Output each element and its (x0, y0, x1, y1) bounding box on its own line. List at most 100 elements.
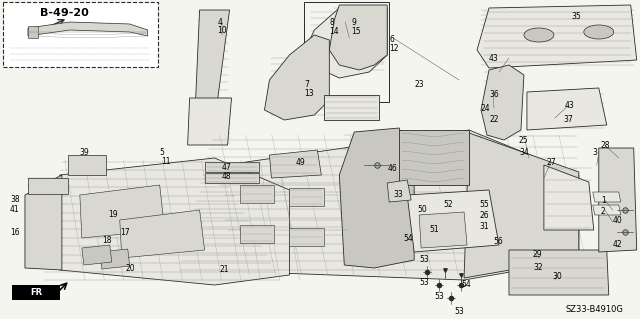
Polygon shape (28, 22, 148, 36)
Text: 48: 48 (221, 172, 231, 181)
Bar (3, 2, 157, 67)
Polygon shape (28, 26, 38, 38)
Text: 54: 54 (461, 280, 471, 289)
Text: 31: 31 (479, 222, 489, 231)
Text: 40: 40 (612, 216, 623, 225)
Bar (239, 185, 275, 203)
Ellipse shape (584, 25, 614, 39)
Ellipse shape (524, 28, 554, 42)
Text: B-49-20: B-49-20 (40, 8, 89, 18)
Polygon shape (269, 150, 321, 178)
Text: 26: 26 (479, 211, 489, 220)
Text: 22: 22 (489, 115, 499, 124)
Polygon shape (159, 130, 579, 280)
Text: 53: 53 (419, 255, 429, 264)
Text: 42: 42 (612, 240, 622, 249)
Polygon shape (527, 88, 607, 130)
Bar (205, 162, 259, 172)
Polygon shape (188, 98, 232, 145)
Text: 53: 53 (434, 292, 444, 301)
Polygon shape (307, 8, 387, 78)
Polygon shape (407, 190, 499, 252)
Text: 46: 46 (387, 164, 397, 173)
Bar (289, 228, 324, 246)
Text: 16: 16 (10, 228, 20, 237)
Polygon shape (264, 35, 330, 120)
Text: 51: 51 (429, 225, 439, 234)
Text: 43: 43 (565, 101, 575, 110)
Text: 15: 15 (351, 27, 361, 36)
Polygon shape (593, 192, 621, 202)
Text: 5: 5 (159, 148, 164, 157)
Text: 10: 10 (218, 26, 227, 35)
Text: 47: 47 (221, 163, 231, 172)
Text: 53: 53 (454, 307, 464, 316)
Polygon shape (477, 5, 637, 68)
Text: 11: 11 (162, 157, 171, 166)
Text: 7: 7 (305, 80, 309, 89)
Text: 54: 54 (403, 234, 413, 243)
Polygon shape (544, 165, 594, 230)
Bar (239, 225, 275, 243)
Bar (305, 2, 389, 102)
Text: 14: 14 (330, 27, 339, 36)
Text: 8: 8 (330, 18, 334, 27)
Text: 6: 6 (389, 35, 394, 44)
Polygon shape (509, 250, 609, 295)
Text: 53: 53 (419, 278, 429, 287)
Polygon shape (481, 65, 524, 140)
Text: 38: 38 (10, 195, 20, 204)
Text: 55: 55 (479, 200, 489, 209)
Text: 18: 18 (102, 236, 111, 245)
Text: 50: 50 (417, 205, 427, 214)
Text: 41: 41 (10, 205, 20, 214)
Text: 9: 9 (351, 18, 356, 27)
Text: 17: 17 (120, 228, 129, 237)
Text: 2: 2 (601, 207, 605, 216)
Polygon shape (599, 148, 637, 252)
Text: 19: 19 (108, 210, 117, 219)
Polygon shape (196, 10, 230, 100)
Text: 23: 23 (414, 80, 424, 89)
Polygon shape (25, 175, 62, 270)
Text: 29: 29 (533, 250, 543, 259)
Text: 25: 25 (519, 136, 529, 145)
Text: 12: 12 (389, 44, 399, 53)
Text: 28: 28 (601, 141, 611, 150)
Text: 34: 34 (519, 148, 529, 157)
Text: 24: 24 (480, 104, 490, 113)
Text: 3: 3 (593, 148, 598, 157)
Polygon shape (120, 210, 205, 258)
Text: 43: 43 (489, 54, 499, 63)
Polygon shape (324, 95, 380, 120)
Polygon shape (80, 185, 164, 238)
Text: 27: 27 (547, 158, 557, 167)
Bar (205, 173, 259, 183)
Text: 32: 32 (533, 263, 543, 272)
Polygon shape (38, 158, 289, 285)
Polygon shape (82, 245, 112, 265)
Text: 36: 36 (489, 90, 499, 99)
Polygon shape (100, 249, 130, 269)
Polygon shape (464, 133, 579, 278)
Bar (289, 188, 324, 206)
Bar (68, 155, 106, 175)
Text: 39: 39 (80, 148, 90, 157)
Polygon shape (339, 128, 414, 268)
Text: 13: 13 (305, 89, 314, 98)
Text: 49: 49 (296, 158, 305, 167)
Polygon shape (399, 130, 469, 185)
Text: 33: 33 (393, 190, 403, 199)
Text: 4: 4 (218, 18, 223, 27)
Polygon shape (593, 205, 621, 215)
Text: 56: 56 (493, 237, 503, 246)
Polygon shape (387, 180, 411, 202)
Text: 37: 37 (564, 115, 573, 124)
Polygon shape (12, 285, 60, 300)
Text: 52: 52 (443, 200, 452, 209)
Polygon shape (330, 5, 387, 70)
Bar (28, 178, 68, 194)
Text: FR: FR (30, 288, 42, 297)
Text: 21: 21 (220, 265, 229, 274)
Text: 1: 1 (601, 196, 605, 205)
